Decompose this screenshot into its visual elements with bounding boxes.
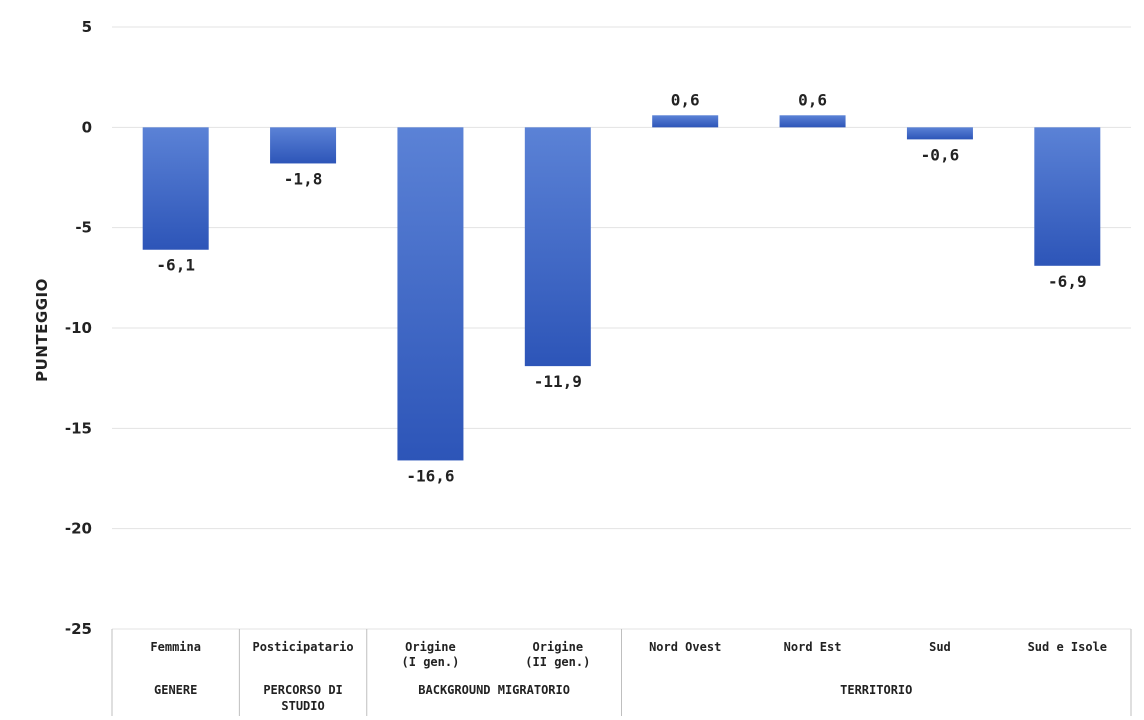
bar xyxy=(142,127,209,250)
y-axis-ticks: 5 0 -5 -10 -15 -20 -25 xyxy=(65,18,92,638)
group-label: TERRITORIO xyxy=(840,683,912,697)
y-tick-label: 5 xyxy=(82,18,92,36)
category-label: Femmina xyxy=(150,640,201,654)
data-label: 0,6 xyxy=(671,90,700,109)
group-label: BACKGROUND MIGRATORIO xyxy=(418,683,570,697)
x-axis-categories: Femmina Posticipatario Origine (I gen.) Orig… xyxy=(111,629,1132,716)
category-label: Sud xyxy=(929,640,951,654)
bar xyxy=(270,127,337,164)
data-label: -1,8 xyxy=(284,169,323,188)
data-label: -0,6 xyxy=(921,145,960,164)
y-axis-label: PUNTEGGIO xyxy=(33,278,51,382)
bar xyxy=(779,115,846,128)
y-tick-label: -15 xyxy=(65,419,92,437)
category-label: Nord Est xyxy=(784,640,842,654)
data-labels: -6,1 -1,8 -16,6 -11,9 0,6 0,6 -0,6 -6,9 xyxy=(156,90,1086,485)
data-label: -6,9 xyxy=(1048,272,1087,291)
bar xyxy=(1034,127,1101,266)
category-label: Origine (I gen.) xyxy=(402,640,460,669)
y-tick-label: 0 xyxy=(82,118,92,136)
y-tick-label: -5 xyxy=(75,219,92,237)
bar xyxy=(397,127,464,461)
data-label: -11,9 xyxy=(534,372,582,391)
data-label: -16,6 xyxy=(406,466,454,485)
bar xyxy=(652,115,719,128)
bar xyxy=(906,127,973,140)
bar xyxy=(524,127,591,367)
category-label: Nord Ovest xyxy=(649,640,721,654)
category-label: Origine (II gen.) xyxy=(525,640,590,669)
data-label: -6,1 xyxy=(156,256,195,275)
data-label: 0,6 xyxy=(798,90,827,109)
category-label: Posticipatario xyxy=(252,640,353,654)
category-label: Sud e Isole xyxy=(1028,640,1107,654)
y-tick-label: -20 xyxy=(65,520,92,538)
bars xyxy=(142,115,1101,461)
gridlines xyxy=(112,26,1131,630)
y-tick-label: -10 xyxy=(65,319,92,337)
group-label: PERCORSO DI STUDIO xyxy=(263,683,342,713)
group-label: GENERE xyxy=(154,683,197,697)
y-tick-label: -25 xyxy=(65,620,92,638)
